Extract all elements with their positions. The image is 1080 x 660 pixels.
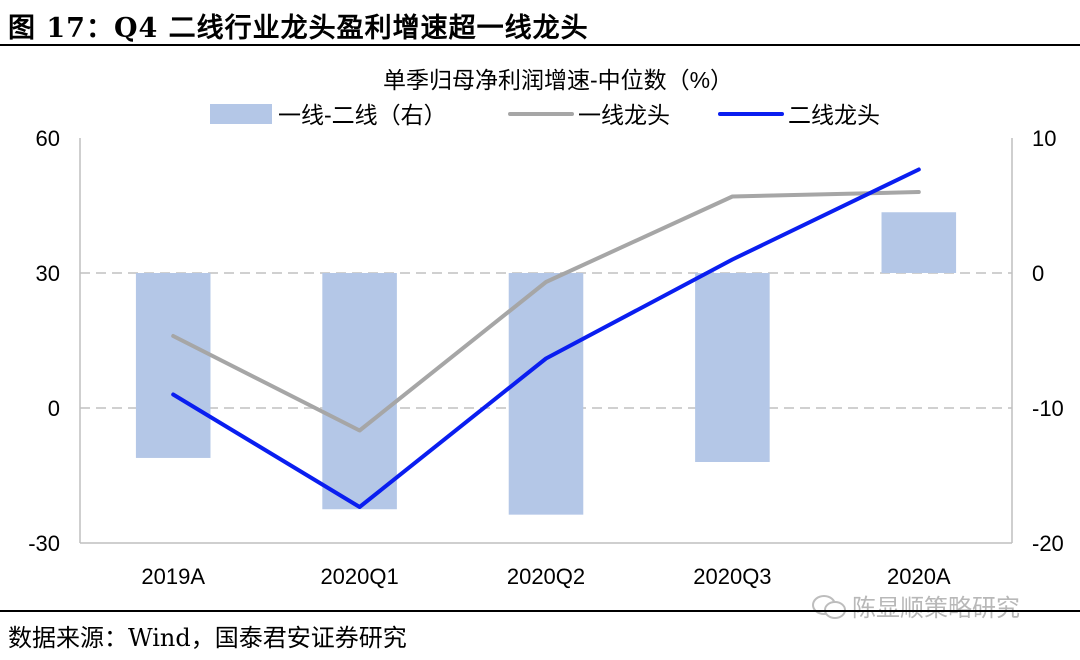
watermark: 陈显顺策略研究 bbox=[812, 588, 1020, 623]
x-tick-label: 2020A bbox=[887, 564, 951, 589]
right-tick-label: -20 bbox=[1032, 531, 1064, 556]
line-series bbox=[171, 167, 921, 509]
bar bbox=[508, 273, 584, 515]
watermark-text: 陈显顺策略研究 bbox=[852, 594, 1020, 622]
bar bbox=[135, 273, 211, 458]
right-tick-label: 10 bbox=[1032, 126, 1056, 151]
bar bbox=[881, 212, 957, 273]
x-tick-label: 2020Q3 bbox=[693, 564, 771, 589]
legend-label: 二线龙头 bbox=[788, 102, 880, 128]
bar bbox=[695, 273, 770, 462]
bottom-rule bbox=[0, 610, 1080, 612]
legend-label: 一线龙头 bbox=[578, 102, 670, 128]
legend-label: 一线-二线（右） bbox=[278, 102, 447, 128]
chart: 60 30 0 -30 10 0 -10 -20 2019A 2020Q1 2020Q2 2020Q3… bbox=[28, 67, 1064, 589]
left-tick-label: -30 bbox=[28, 531, 60, 556]
x-tick-label: 2020Q1 bbox=[320, 564, 398, 589]
bar bbox=[322, 273, 397, 510]
left-tick-label: 60 bbox=[36, 126, 60, 151]
source-note: 数据来源：Wind，国泰君安证券研究 bbox=[8, 624, 407, 652]
bar-series bbox=[135, 212, 957, 515]
x-tick-label: 2019A bbox=[141, 564, 205, 589]
legend: 一线-二线（右） 一线龙头 二线龙头 bbox=[210, 102, 880, 128]
figure-title: 图 17：Q4 二线行业龙头盈利增速超一线龙头 bbox=[8, 13, 589, 44]
line-series-path bbox=[171, 167, 921, 509]
right-tick-label: 0 bbox=[1032, 261, 1044, 286]
line-series-path bbox=[171, 190, 921, 433]
x-tick-label: 2020Q2 bbox=[507, 564, 585, 589]
right-tick-label: -10 bbox=[1032, 396, 1064, 421]
left-tick-label: 30 bbox=[36, 261, 60, 286]
chart-title: 单季归母净利润增速-中位数（%） bbox=[383, 67, 733, 93]
axes: 60 30 0 -30 10 0 -10 -20 2019A 2020Q1 2020Q2 2020Q3… bbox=[28, 126, 1064, 589]
top-rule bbox=[0, 44, 1080, 46]
legend-swatch bbox=[210, 104, 272, 124]
left-tick-label: 0 bbox=[48, 396, 60, 421]
wechat-logo-icon bbox=[812, 593, 846, 619]
